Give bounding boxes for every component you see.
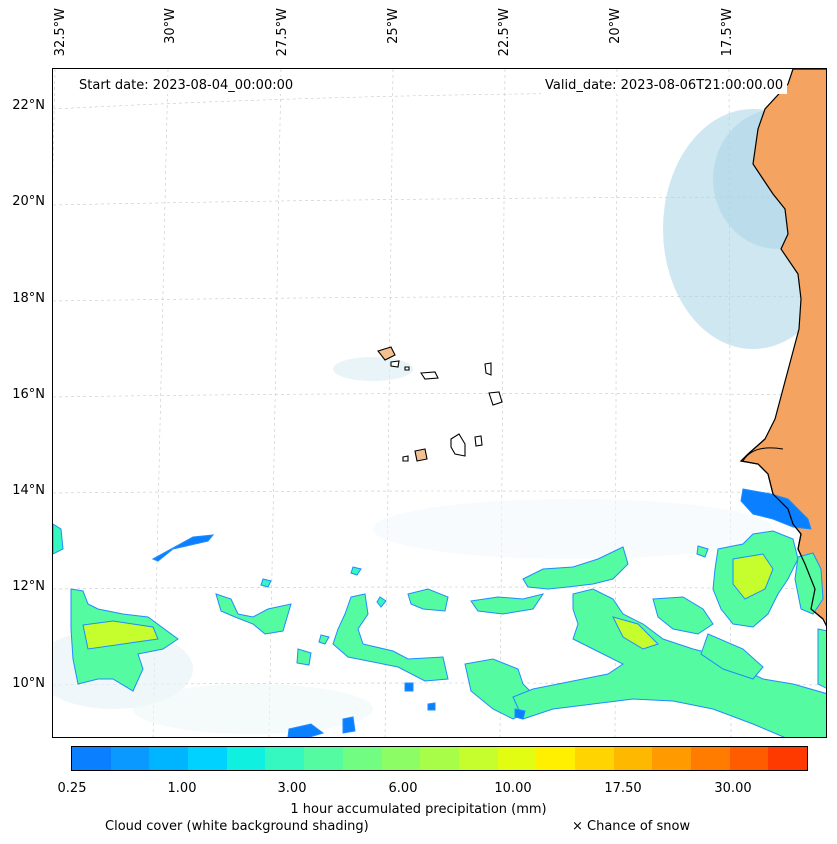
coastline bbox=[739, 438, 824, 620]
colorbar-swatch-3 bbox=[188, 747, 227, 770]
lon-label-30w: 30°W bbox=[163, 8, 178, 44]
colorbar-swatch-12 bbox=[536, 747, 575, 770]
inland-border bbox=[742, 447, 784, 462]
colorbar-swatch-4 bbox=[226, 747, 266, 770]
colorbar-swatch-0 bbox=[72, 747, 111, 770]
colorbar-swatch-14 bbox=[613, 747, 653, 770]
lat-label-14n: 14°N bbox=[12, 483, 45, 498]
precipitation-areas bbox=[53, 488, 826, 737]
lat-label-16n: 16°N bbox=[12, 387, 45, 402]
colorbar-tick-3-00: 3.00 bbox=[277, 781, 307, 796]
start-date-label: Start date: 2023-08-04_00:00:00 bbox=[75, 77, 298, 94]
colorbar-swatch-2 bbox=[149, 747, 189, 770]
lon-label-17-5w: 17.5°W bbox=[720, 8, 735, 57]
lat-label-12n: 12°N bbox=[12, 579, 45, 594]
precipitation-map bbox=[53, 69, 826, 737]
lon-label-27-5w: 27.5°W bbox=[275, 8, 290, 57]
lat-label-10n: 10°N bbox=[12, 676, 45, 691]
colorbar-tick-17-50: 17.50 bbox=[604, 781, 642, 796]
colorbar-tick-10-00: 10.00 bbox=[494, 781, 532, 796]
colorbar-swatch-15 bbox=[652, 747, 691, 770]
colorbar-swatch-11 bbox=[497, 747, 537, 770]
colorbar-label: 1 hour accumulated precipitation (mm) bbox=[290, 802, 547, 817]
colorbar-swatch-17 bbox=[729, 747, 769, 770]
colorbar-swatch-13 bbox=[574, 747, 614, 770]
colorbar-swatch-6 bbox=[304, 747, 343, 770]
colorbar-swatch-8 bbox=[381, 747, 421, 770]
colorbar-swatch-18 bbox=[768, 747, 808, 770]
lon-label-22-5w: 22.5°W bbox=[497, 8, 512, 57]
colorbar-swatch-9 bbox=[420, 747, 459, 770]
colorbar-tick-1-00: 1.00 bbox=[167, 781, 197, 796]
lon-label-25w: 25°W bbox=[386, 8, 401, 44]
lat-label-18n: 18°N bbox=[12, 291, 45, 306]
precipitation-colorbar bbox=[71, 746, 808, 771]
colorbar-swatch-1 bbox=[110, 747, 150, 770]
colorbar-tick-30-00: 30.00 bbox=[714, 781, 752, 796]
colorbar-tick-0-25: 0.25 bbox=[57, 781, 87, 796]
lon-label-32-5w: 32.5°W bbox=[53, 8, 68, 57]
colorbar-swatch-16 bbox=[691, 747, 730, 770]
colorbar-swatch-7 bbox=[342, 747, 382, 770]
colorbar-swatch-5 bbox=[265, 747, 305, 770]
map-frame[interactable] bbox=[52, 68, 827, 738]
lat-label-20n: 20°N bbox=[12, 194, 45, 209]
cloud-cover-note: Cloud cover (white background shading) bbox=[105, 819, 369, 834]
snow-chance-note: × Chance of snow bbox=[572, 819, 691, 834]
colorbar-tick-6-00: 6.00 bbox=[388, 781, 418, 796]
valid-date-label: Valid_date: 2023-08-06T21:00:00.00 bbox=[541, 77, 788, 94]
lon-label-20w: 20°W bbox=[608, 8, 623, 44]
cape-verde-islands bbox=[377, 346, 503, 462]
colorbar-swatch-10 bbox=[458, 747, 498, 770]
lat-label-22n: 22°N bbox=[12, 98, 45, 113]
